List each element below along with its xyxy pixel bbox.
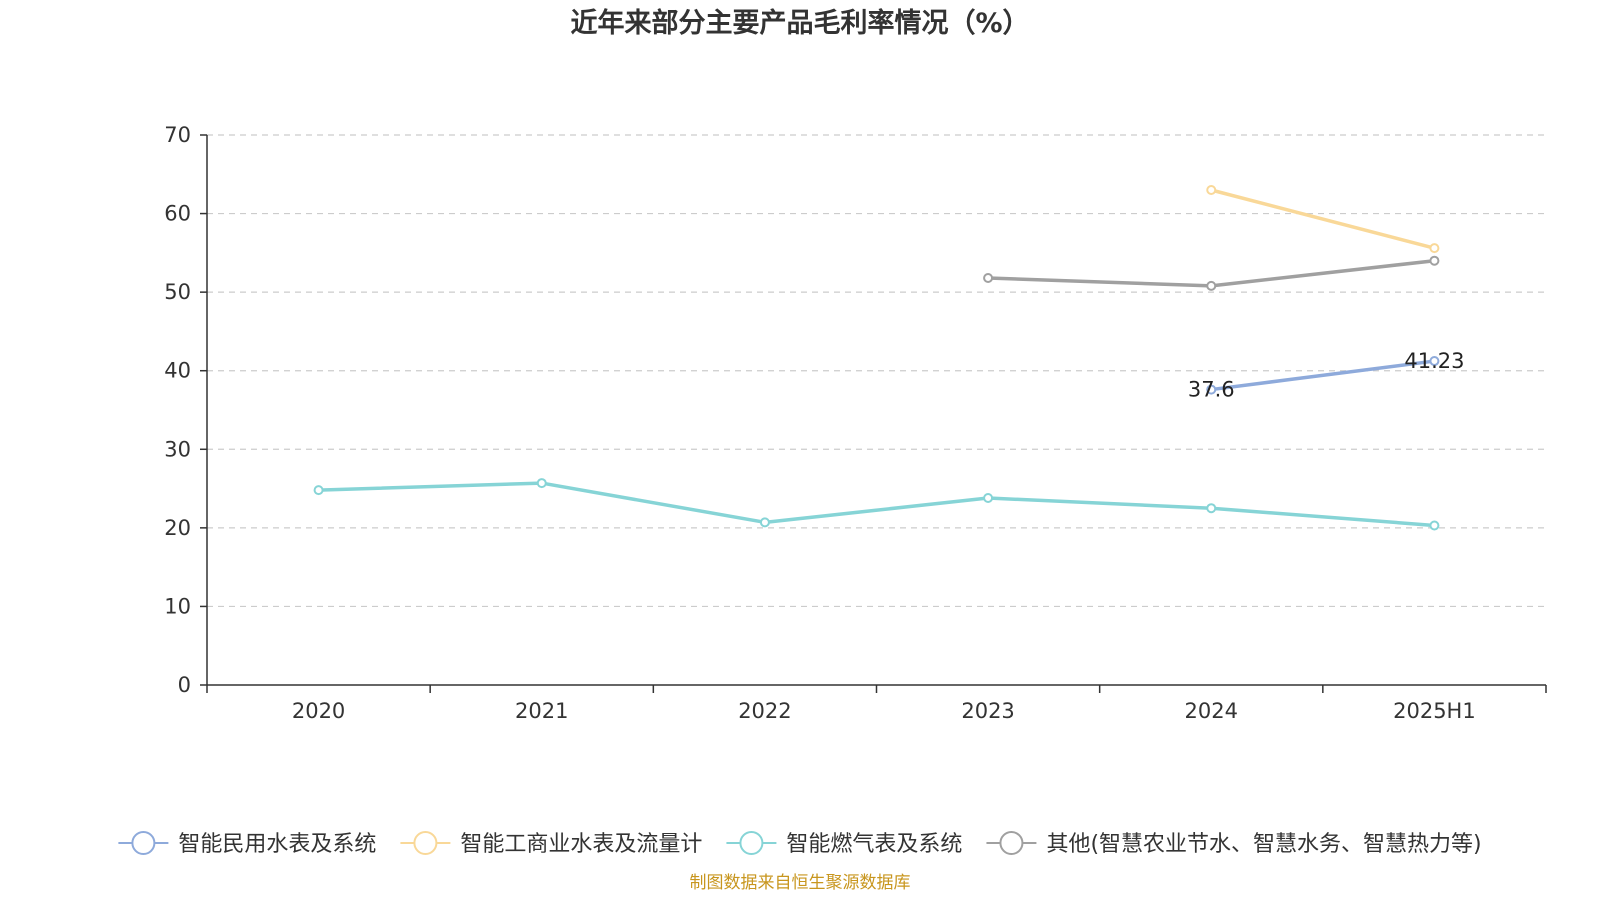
legend-label: 其他(智慧农业节水、智慧水务、智慧热力等) — [1046, 832, 1481, 857]
data-labels: 37.6 41.23 — [1188, 349, 1465, 402]
data-point — [313, 485, 324, 496]
legend-circle-icon — [131, 831, 156, 855]
data-point — [759, 517, 770, 528]
axes: 0 10 20 30 40 50 60 70 2020 2021 2022 2023 2024 2025H… — [164, 123, 1547, 723]
legend-circle-icon — [739, 831, 764, 855]
data-point — [1206, 185, 1217, 195]
legend-label: 智能民用水表及系统 — [178, 832, 376, 857]
y-tick-label: 10 — [164, 594, 191, 618]
legend: 智能民用水表及系统 智能工商业水表及流量计 智能燃气表及系统 其他(智慧农业节水、智慧… — [118, 831, 1482, 857]
y-tick-label: 30 — [164, 437, 191, 461]
legend-label: 智能燃气表及系统 — [786, 832, 962, 857]
data-point — [536, 478, 547, 489]
series-lines — [313, 185, 1440, 531]
data-label: 37.6 — [1188, 378, 1235, 402]
legend-label: 智能工商业水表及流量计 — [460, 832, 702, 857]
data-point — [1206, 384, 1217, 395]
y-tick-label: 50 — [164, 280, 191, 304]
x-tick-label: 2025H1 — [1393, 699, 1476, 723]
y-tick-label: 20 — [164, 516, 191, 540]
data-point — [1429, 243, 1440, 254]
series-line-1 — [1209, 359, 1437, 392]
data-point — [1206, 503, 1217, 514]
legend-item-3[interactable]: 智能燃气表及系统 — [726, 831, 962, 857]
data-point — [1206, 280, 1217, 291]
y-tick-label: 0 — [178, 673, 191, 697]
series-line-2 — [1209, 188, 1437, 250]
x-tick-label: 2021 — [515, 699, 568, 723]
legend-circle-icon — [999, 831, 1024, 855]
x-tick-label: 2022 — [738, 699, 791, 723]
data-point — [1429, 520, 1440, 531]
data-point — [1429, 356, 1440, 367]
data-label: 41.23 — [1404, 349, 1464, 373]
y-tick-label: 70 — [164, 123, 191, 147]
chart-title: 近年来部分主要产品毛利率情况（%） — [570, 7, 1029, 39]
data-point — [1429, 255, 1440, 266]
data-point — [983, 273, 994, 283]
source-note: 制图数据来自恒生聚源数据库 — [690, 873, 911, 893]
x-tick-label: 2023 — [961, 699, 1014, 723]
legend-item-2[interactable]: 智能工商业水表及流量计 — [400, 831, 702, 857]
x-tick-label: 2024 — [1185, 699, 1238, 723]
legend-item-4[interactable]: 其他(智慧农业节水、智慧水务、智慧热力等) — [986, 831, 1482, 857]
series-line-3 — [316, 481, 1437, 528]
legend-circle-icon — [413, 831, 438, 855]
x-tick-label: 2020 — [292, 699, 345, 723]
grid-lines — [207, 134, 1546, 608]
y-tick-label: 60 — [164, 202, 191, 226]
legend-item-1[interactable]: 智能民用水表及系统 — [118, 831, 376, 857]
data-point — [983, 493, 994, 503]
y-tick-label: 40 — [164, 359, 191, 383]
